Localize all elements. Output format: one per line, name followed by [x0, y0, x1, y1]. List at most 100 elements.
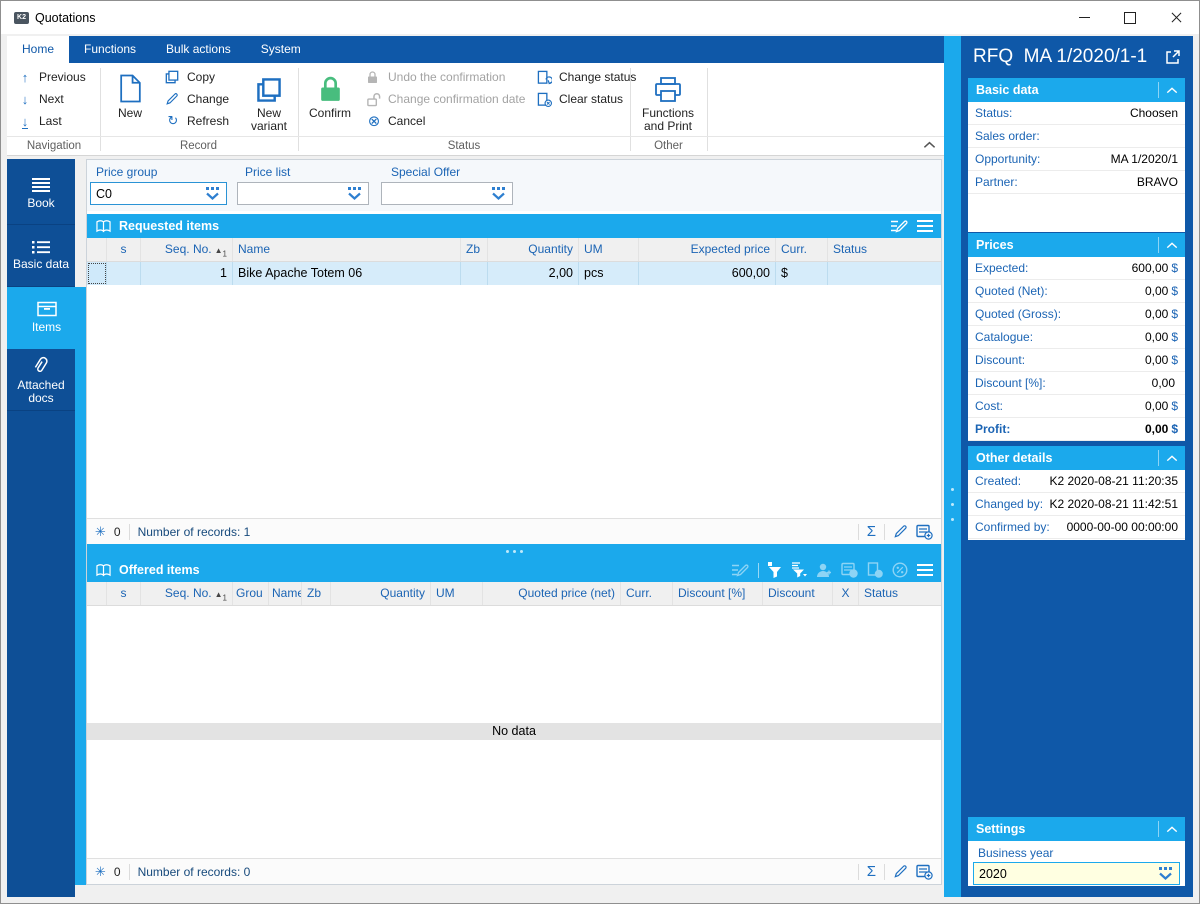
- filter-icon[interactable]: [768, 562, 782, 578]
- col-quantity[interactable]: Quantity: [488, 238, 579, 261]
- dropdown-icon[interactable]: [204, 187, 221, 200]
- previous-button[interactable]: ↑ Previous: [11, 66, 97, 88]
- col-quoted-price[interactable]: Quoted price (net): [483, 582, 621, 605]
- requested-items-header: Requested items: [87, 214, 941, 238]
- add-column-icon[interactable]: [916, 524, 933, 540]
- cancel-button[interactable]: ⊗ Cancel: [367, 113, 426, 130]
- dropdown-icon[interactable]: [1157, 867, 1174, 880]
- col-s[interactable]: s: [107, 238, 141, 261]
- price-group-combo[interactable]: C0: [90, 182, 227, 205]
- row-selector-cell[interactable]: [87, 262, 107, 285]
- change-status-button[interactable]: Change status: [531, 66, 636, 88]
- pencil-icon: [165, 92, 181, 106]
- summary-panel: RFQ MA 1/2020/1-1 Basic data Status: Choo…: [961, 36, 1193, 897]
- add-column-icon: [841, 562, 858, 578]
- col-zb[interactable]: Zb: [461, 238, 488, 261]
- special-offer-combo[interactable]: [381, 182, 513, 205]
- col-discount-pct[interactable]: Discount [%]: [673, 582, 763, 605]
- col-zb[interactable]: Zb: [302, 582, 331, 605]
- edit-columns-icon[interactable]: [890, 218, 908, 234]
- col-name[interactable]: Name: [269, 582, 302, 605]
- sidebar-item-items[interactable]: Items: [7, 287, 86, 349]
- next-button[interactable]: ↓ Next: [11, 88, 97, 110]
- arrow-down-icon: ↓: [21, 91, 29, 107]
- col-um[interactable]: UM: [579, 238, 639, 261]
- col-curr[interactable]: Curr.: [776, 238, 828, 261]
- collapse-chevron-icon[interactable]: [1158, 450, 1185, 466]
- col-name[interactable]: Name: [233, 238, 461, 261]
- filter-list-icon[interactable]: [791, 562, 807, 578]
- panel-menu-icon[interactable]: [917, 220, 933, 232]
- window-title: Quotations: [35, 10, 96, 25]
- tab-home[interactable]: Home: [7, 36, 70, 63]
- col-status[interactable]: Status: [833, 242, 868, 256]
- items-pane: Price group C0 Price list Special Offer …: [86, 159, 942, 885]
- col-um[interactable]: UM: [431, 582, 483, 605]
- col-curr[interactable]: Curr.: [621, 582, 673, 605]
- new-variant-button[interactable]: New variant: [243, 65, 295, 135]
- snowflake-icon: ✳: [95, 523, 106, 539]
- functions-and-print-button[interactable]: Functions and Print: [637, 65, 699, 135]
- clear-status-button[interactable]: Clear status: [531, 88, 627, 110]
- col-seq-no[interactable]: Seq. No. ▲1: [141, 238, 233, 261]
- new-button[interactable]: New: [105, 65, 155, 135]
- close-button[interactable]: [1153, 1, 1199, 34]
- sidebar-item-basic-data[interactable]: Basic data: [7, 225, 75, 287]
- ribbon: ↑ Previous ↓ Next ↓ Last New Copy Change ↻ R…: [7, 63, 944, 156]
- vertical-splitter[interactable]: [944, 36, 961, 897]
- maximize-button[interactable]: [1107, 1, 1153, 34]
- business-year-combo[interactable]: 2020: [973, 862, 1180, 885]
- col-quantity[interactable]: Quantity: [331, 582, 431, 605]
- tab-bulk-actions[interactable]: Bulk actions: [166, 42, 231, 56]
- sidebar-item-attached-docs[interactable]: Attached docs: [7, 349, 75, 411]
- minimize-button[interactable]: [1061, 1, 1107, 34]
- collapse-chevron-icon[interactable]: [1158, 237, 1185, 253]
- refresh-button[interactable]: ↻ Refresh: [159, 110, 241, 132]
- flag-count: 0: [113, 864, 121, 879]
- lock-green-icon: [304, 65, 356, 103]
- collapse-chevron-icon[interactable]: [1158, 82, 1185, 98]
- offered-items-footer: ✳ 0 Number of records: 0 Σ: [87, 858, 941, 884]
- col-seq-no[interactable]: Seq. No. ▲1: [141, 582, 233, 605]
- ribbon-group-labels: Navigation Record Status Other: [7, 136, 944, 155]
- close-icon: [1171, 12, 1182, 23]
- table-row[interactable]: 1 Bike Apache Totem 06 2,00 pcs 600,00 $: [87, 262, 941, 285]
- col-s[interactable]: s: [107, 582, 141, 605]
- open-external-icon[interactable]: [1165, 49, 1181, 65]
- tab-functions[interactable]: Functions: [84, 42, 137, 56]
- change-button[interactable]: Change: [159, 88, 241, 110]
- last-button[interactable]: ↓ Last: [11, 110, 97, 132]
- edit-pencil-icon[interactable]: [893, 864, 908, 879]
- ribbon-collapse-chevron[interactable]: [923, 141, 936, 149]
- edit-pencil-icon[interactable]: [893, 524, 908, 539]
- requested-items-column-headers: s Seq. No. ▲1 Name Zb Quantity UM Expecte…: [87, 238, 941, 262]
- detail-row: Partner: BRAVO: [968, 171, 1185, 194]
- add-column-icon[interactable]: [916, 864, 933, 880]
- settings-card-header: Settings: [968, 817, 1185, 841]
- col-expected-price[interactable]: Expected price: [639, 238, 776, 261]
- panel-menu-icon[interactable]: [917, 564, 933, 576]
- new-document-icon: [105, 65, 155, 103]
- sidebar-item-book[interactable]: Book: [7, 163, 75, 225]
- col-group[interactable]: Grou: [233, 582, 269, 605]
- dropdown-icon[interactable]: [346, 187, 363, 200]
- rfq-title: RFQ MA 1/2020/1-1: [973, 46, 1148, 67]
- copy-button[interactable]: Copy: [159, 66, 241, 88]
- detail-row: Changed by: K2 2020-08-21 11:42:51: [968, 493, 1185, 516]
- confirm-button[interactable]: Confirm: [304, 65, 356, 135]
- horizontal-splitter[interactable]: [87, 544, 941, 558]
- sum-icon[interactable]: Σ: [866, 863, 876, 880]
- dropdown-icon[interactable]: [490, 187, 507, 200]
- price-list-combo[interactable]: [237, 182, 369, 205]
- printer-icon: [637, 65, 699, 103]
- flag-count: 0: [113, 524, 121, 539]
- collapse-chevron-icon[interactable]: [1158, 821, 1185, 837]
- col-discount[interactable]: Discount: [763, 582, 833, 605]
- tab-system[interactable]: System: [260, 42, 301, 56]
- menu-lines-icon: [31, 177, 51, 193]
- col-status[interactable]: Status: [864, 586, 899, 600]
- price-row: Catalogue: 0,00 $: [968, 326, 1185, 349]
- price-row: Quoted (Gross): 0,00 $: [968, 303, 1185, 326]
- col-x[interactable]: X: [833, 582, 859, 605]
- sum-icon[interactable]: Σ: [866, 523, 876, 540]
